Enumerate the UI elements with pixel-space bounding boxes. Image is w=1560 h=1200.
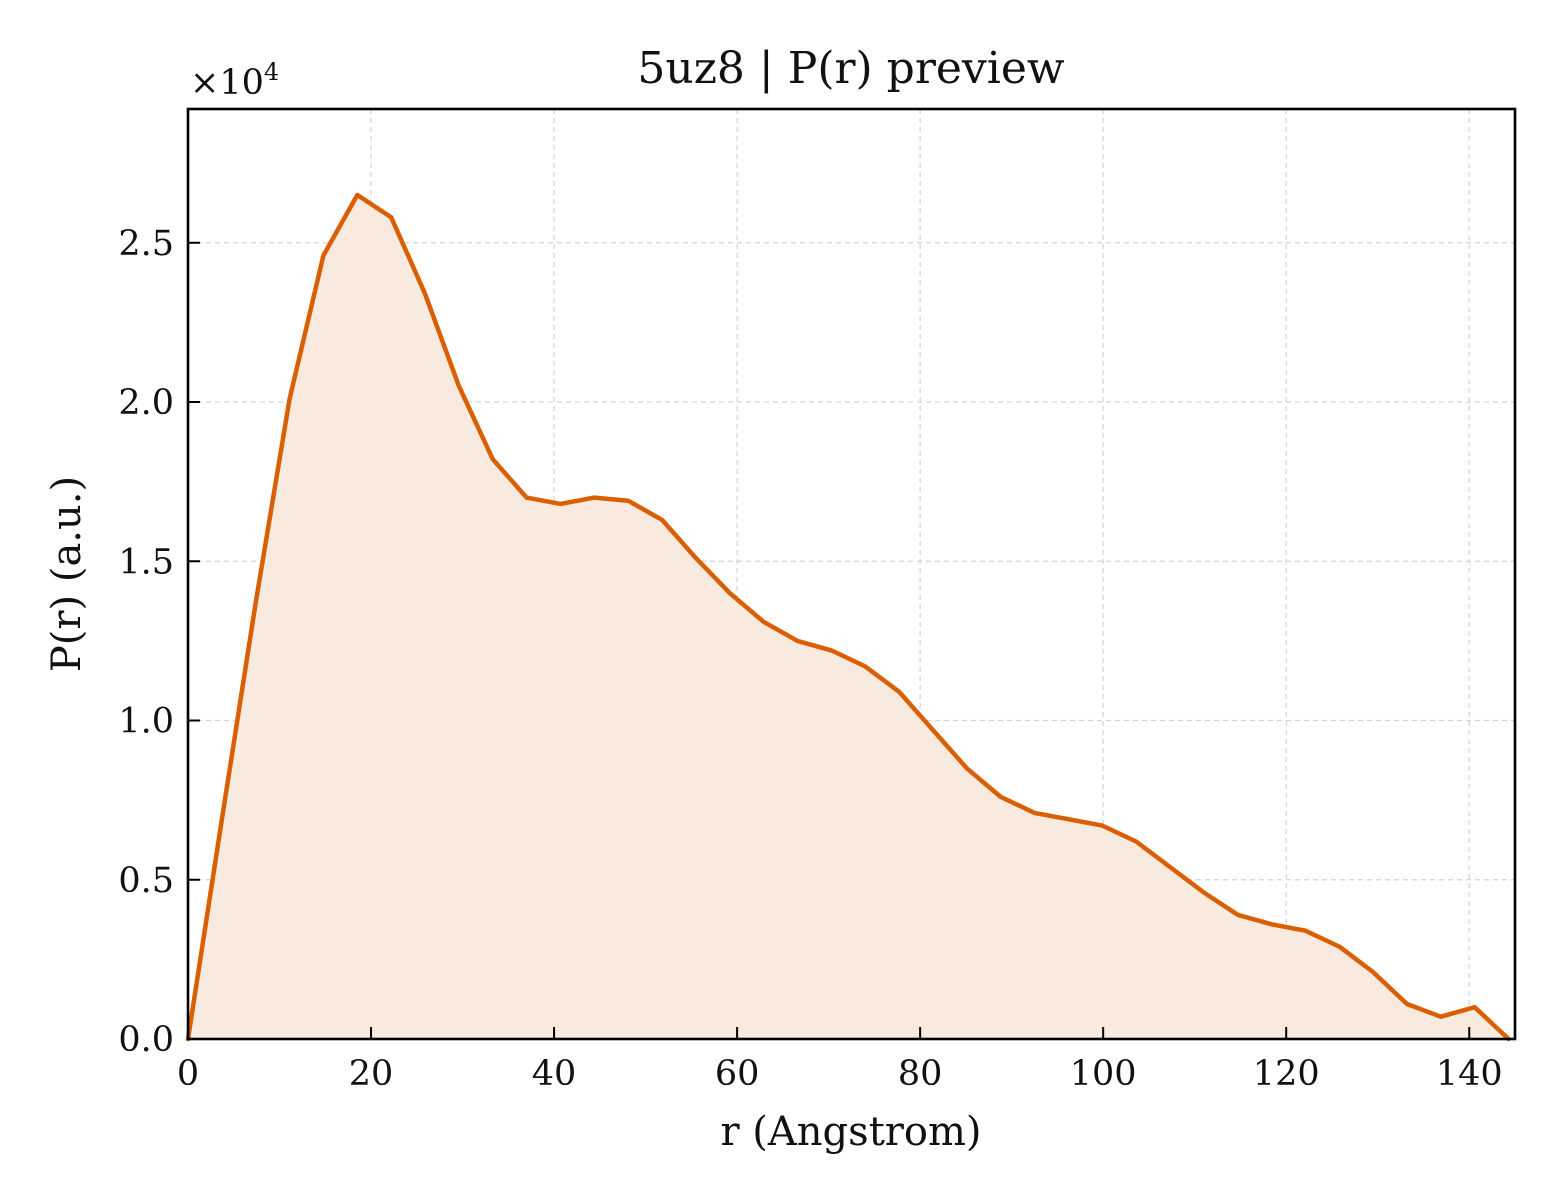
area-fill-layer xyxy=(188,195,1509,1039)
series-line xyxy=(185,192,1511,1042)
x-tick-label: 140 xyxy=(1436,1054,1503,1094)
plot-frame xyxy=(186,107,1517,1041)
area-fill xyxy=(188,195,1509,1039)
series-line-layer xyxy=(185,192,1511,1042)
y-tick-label: 1.0 xyxy=(118,702,174,742)
x-tick-label: 20 xyxy=(349,1054,394,1094)
y-tick-label: 2.0 xyxy=(118,383,174,423)
x-tick-label: 100 xyxy=(1070,1054,1137,1094)
x-tick-label: 120 xyxy=(1253,1054,1320,1094)
x-tick-label: 0 xyxy=(177,1054,199,1094)
y-scale-exponent: 4 xyxy=(264,58,279,86)
y-scale-base: ×10 xyxy=(190,63,264,103)
y-tick-label: 2.5 xyxy=(118,224,174,264)
x-axis-label: r (Angstrom) xyxy=(720,1109,981,1155)
y-tick-label: 0.5 xyxy=(118,861,174,901)
ticks: 0 20 40 60 80 100 120 140 0.0 0.5 1.0 1.5 2.0 2.5 xyxy=(118,224,1502,1094)
x-tick-label: 40 xyxy=(532,1054,577,1094)
y-axis-label: P(r) (a.u.) xyxy=(44,476,90,672)
y-tick-label: 0.0 xyxy=(118,1020,174,1060)
x-tick-label: 60 xyxy=(715,1054,760,1094)
chart-title: 5uz8 | P(r) preview xyxy=(637,43,1064,94)
x-tick-label: 80 xyxy=(898,1054,943,1094)
y-tick-label: 1.5 xyxy=(118,542,174,582)
y-scale-factor: ×104 xyxy=(190,58,279,103)
